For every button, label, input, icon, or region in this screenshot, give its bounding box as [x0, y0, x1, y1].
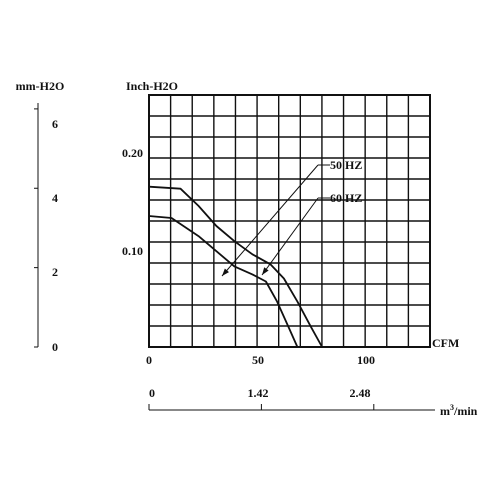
mm-tick-label: 4	[52, 191, 58, 205]
m3-tick-label: 0	[149, 386, 155, 400]
x-tick-label: 0	[146, 353, 152, 367]
legend-50hz-label: 50 HZ	[330, 158, 362, 172]
callout-60hz-arrow-head	[262, 267, 269, 275]
plot-area	[148, 94, 431, 348]
y-axis-label: Inch-H2O	[126, 79, 178, 93]
x-axis-label: CFM	[432, 336, 459, 350]
y-tick-label: 0.20	[122, 146, 143, 160]
mm-tick-label: 0	[52, 340, 58, 354]
y-tick-label: 0.10	[122, 244, 143, 258]
series-line-60hz	[148, 185, 323, 348]
m3-tick-label: 2.48	[350, 386, 371, 400]
series-layer	[148, 164, 330, 348]
callout-60hz-arrow	[261, 197, 319, 276]
x-tick-label: 50	[252, 353, 264, 367]
mm-tick-label: 2	[52, 265, 58, 279]
mm-h2o-axis-label: mm-H2O	[16, 79, 65, 93]
m3-min-axis-label: m3/min	[440, 403, 478, 418]
callout-50hz-arrow-head	[222, 268, 229, 276]
series-line-50hz	[148, 215, 299, 348]
mm-tick-label: 6	[52, 117, 58, 131]
x-tick-label: 100	[357, 353, 375, 367]
legend-60hz-label: 60 HZ	[330, 191, 362, 205]
m3-min-axis	[148, 404, 435, 411]
m3-tick-label: 1.42	[248, 386, 269, 400]
mm-h2o-axis	[34, 103, 39, 348]
callout-50hz-arrow	[221, 164, 319, 277]
